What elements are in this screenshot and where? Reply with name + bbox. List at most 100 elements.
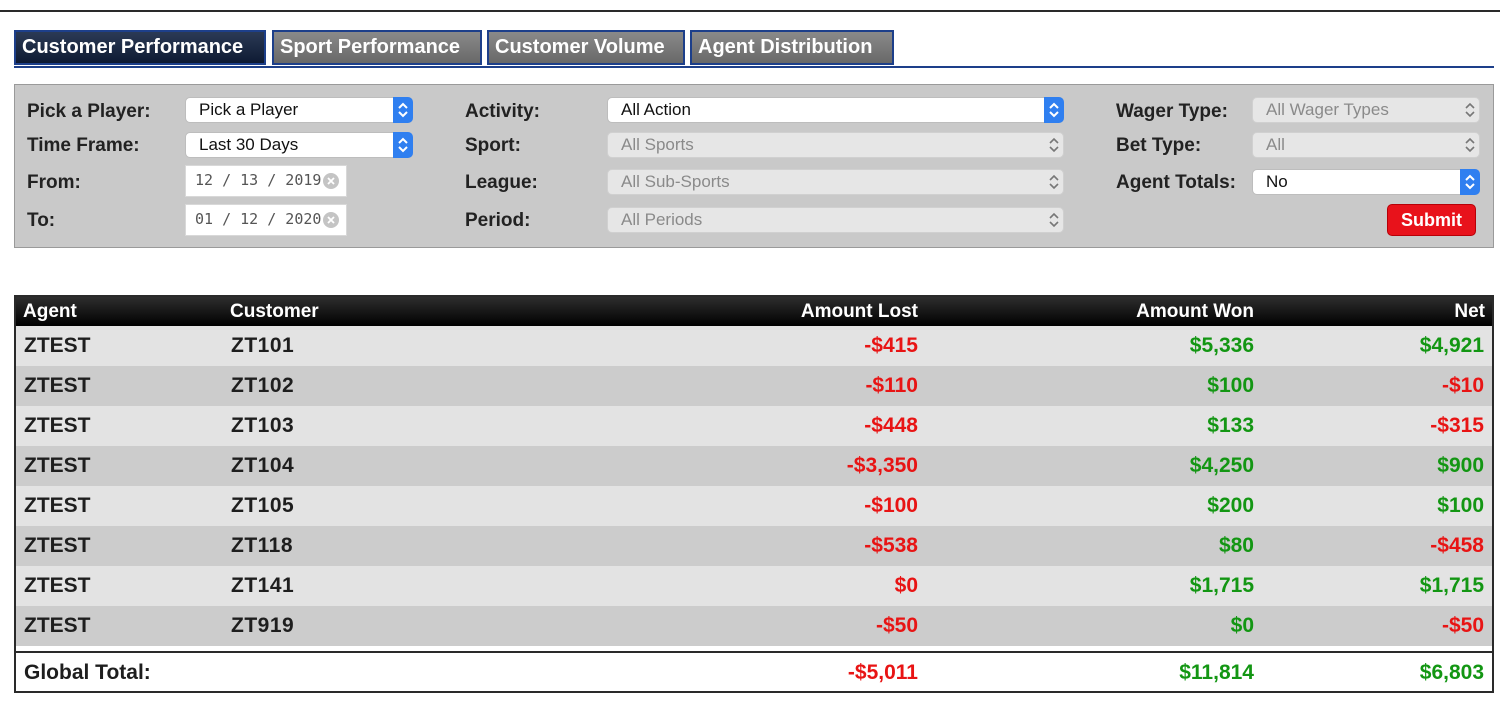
table-row[interactable]: ZTEST ZT101 -$415 $5,336 $4,921 <box>16 326 1492 366</box>
customer-cell[interactable]: ZT919 <box>231 614 295 637</box>
up-down-chevron-icon <box>393 132 413 158</box>
header-agent[interactable]: Agent <box>23 301 77 322</box>
amount-won-cell: $100 <box>1207 374 1254 397</box>
amount-lost-cell: $0 <box>894 574 918 597</box>
net-cell: $900 <box>1437 454 1484 477</box>
agent-totals-select[interactable]: No <box>1252 169 1480 195</box>
timeframe-select[interactable]: Last 30 Days <box>185 132 413 158</box>
top-divider <box>0 10 1500 12</box>
net-cell: $100 <box>1437 494 1484 517</box>
amount-won-cell: $80 <box>1218 534 1254 557</box>
up-down-chevron-icon <box>1460 169 1480 195</box>
up-down-chevron-icon <box>1044 207 1064 233</box>
header-customer[interactable]: Customer <box>230 301 319 322</box>
net-cell: $1,715 <box>1419 574 1484 597</box>
customer-performance-table: Agent Customer Amount Lost Amount Won Ne… <box>14 295 1494 693</box>
wager-type-label: Wager Type: <box>1116 101 1228 122</box>
agent-cell: ZTEST <box>24 334 91 357</box>
agent-cell: ZTEST <box>24 494 91 517</box>
agent-cell: ZTEST <box>24 414 91 437</box>
bet-type-select[interactable]: All <box>1252 132 1480 158</box>
table-row[interactable]: ZTEST ZT104 -$3,350 $4,250 $900 <box>16 446 1492 486</box>
filter-panel: Pick a Player: Pick a Player Time Frame:… <box>14 84 1494 248</box>
total-net: $6,803 <box>1419 661 1484 684</box>
agent-cell: ZTEST <box>24 454 91 477</box>
amount-won-cell: $5,336 <box>1189 334 1254 357</box>
total-amount-won: $11,814 <box>1179 661 1254 684</box>
clear-circle-icon[interactable] <box>322 172 340 190</box>
table-row[interactable]: ZTEST ZT141 $0 $1,715 $1,715 <box>16 566 1492 606</box>
player-select[interactable]: Pick a Player <box>185 97 413 123</box>
wager-type-select[interactable]: All Wager Types <box>1252 97 1480 123</box>
customer-cell[interactable]: ZT105 <box>231 494 295 517</box>
net-cell: -$50 <box>1441 614 1484 637</box>
tab-customer-performance[interactable]: Customer Performance <box>14 30 266 65</box>
amount-lost-cell: -$448 <box>864 414 918 437</box>
customer-cell[interactable]: ZT104 <box>231 454 295 477</box>
net-cell: -$458 <box>1430 534 1484 557</box>
up-down-chevron-icon <box>1460 132 1480 158</box>
amount-lost-cell: -$3,350 <box>846 454 918 477</box>
customer-cell[interactable]: ZT103 <box>231 414 295 437</box>
sport-select[interactable]: All Sports <box>607 132 1064 158</box>
to-label: To: <box>27 210 56 231</box>
amount-won-cell: $4,250 <box>1189 454 1254 477</box>
timeframe-select-value: Last 30 Days <box>199 135 299 154</box>
agent-totals-select-value: No <box>1266 172 1288 191</box>
customer-cell[interactable]: ZT118 <box>231 534 294 557</box>
agent-cell: ZTEST <box>24 614 91 637</box>
to-date-value: 01 / 12 / 2020 <box>195 210 322 228</box>
activity-label: Activity: <box>465 101 540 122</box>
table-row[interactable]: ZTEST ZT118 -$538 $80 -$458 <box>16 526 1492 566</box>
up-down-chevron-icon <box>1044 132 1064 158</box>
period-select[interactable]: All Periods <box>607 207 1064 233</box>
net-cell: -$315 <box>1430 414 1484 437</box>
period-select-value: All Periods <box>621 210 703 229</box>
sport-select-value: All Sports <box>621 135 694 154</box>
to-date-input[interactable]: 01 / 12 / 2020 <box>185 204 347 236</box>
customer-cell[interactable]: ZT141 <box>231 574 295 597</box>
tab-agent-distribution[interactable]: Agent Distribution <box>690 30 894 65</box>
amount-lost-cell: -$415 <box>864 334 918 357</box>
from-date-input[interactable]: 12 / 13 / 2019 <box>185 165 347 197</box>
league-label: League: <box>465 172 538 193</box>
agent-cell: ZTEST <box>24 374 91 397</box>
from-date-value: 12 / 13 / 2019 <box>195 171 322 189</box>
wager-type-select-value: All Wager Types <box>1266 100 1389 119</box>
global-total-row: Global Total: -$5,011 $11,814 $6,803 <box>16 651 1492 691</box>
net-cell: $4,921 <box>1419 334 1484 357</box>
header-amount-lost[interactable]: Amount Lost <box>800 301 918 322</box>
clear-circle-icon[interactable] <box>322 211 340 229</box>
amount-lost-cell: -$100 <box>864 494 918 517</box>
table-row[interactable]: ZTEST ZT103 -$448 $133 -$315 <box>16 406 1492 446</box>
header-net[interactable]: Net <box>1454 301 1485 322</box>
league-select[interactable]: All Sub-Sports <box>607 169 1064 195</box>
header-amount-won[interactable]: Amount Won <box>1136 301 1254 322</box>
tab-underline <box>14 66 1494 68</box>
player-label: Pick a Player: <box>27 101 151 122</box>
table-row[interactable]: ZTEST ZT102 -$110 $100 -$10 <box>16 366 1492 406</box>
amount-won-cell: $0 <box>1230 614 1254 637</box>
up-down-chevron-icon <box>1044 97 1064 123</box>
up-down-chevron-icon <box>393 97 413 123</box>
table-row[interactable]: ZTEST ZT105 -$100 $200 $100 <box>16 486 1492 526</box>
amount-lost-cell: -$50 <box>875 614 918 637</box>
tab-sport-performance[interactable]: Sport Performance <box>272 30 482 65</box>
total-amount-lost: -$5,011 <box>847 661 918 684</box>
net-cell: -$10 <box>1441 374 1484 397</box>
up-down-chevron-icon <box>1460 97 1480 123</box>
amount-won-cell: $1,715 <box>1189 574 1254 597</box>
table-row[interactable]: ZTEST ZT919 -$50 $0 -$50 <box>16 606 1492 646</box>
customer-cell[interactable]: ZT101 <box>231 334 295 357</box>
league-select-value: All Sub-Sports <box>621 172 730 191</box>
bet-type-label: Bet Type: <box>1116 135 1202 156</box>
agent-cell: ZTEST <box>24 534 91 557</box>
activity-select-value: All Action <box>621 100 691 119</box>
customer-cell[interactable]: ZT102 <box>231 374 295 397</box>
submit-button[interactable]: Submit <box>1387 204 1476 236</box>
timeframe-label: Time Frame: <box>27 135 140 156</box>
amount-won-cell: $133 <box>1207 414 1254 437</box>
global-total-label: Global Total: <box>24 661 151 684</box>
activity-select[interactable]: All Action <box>607 97 1064 123</box>
tab-customer-volume[interactable]: Customer Volume <box>487 30 685 65</box>
